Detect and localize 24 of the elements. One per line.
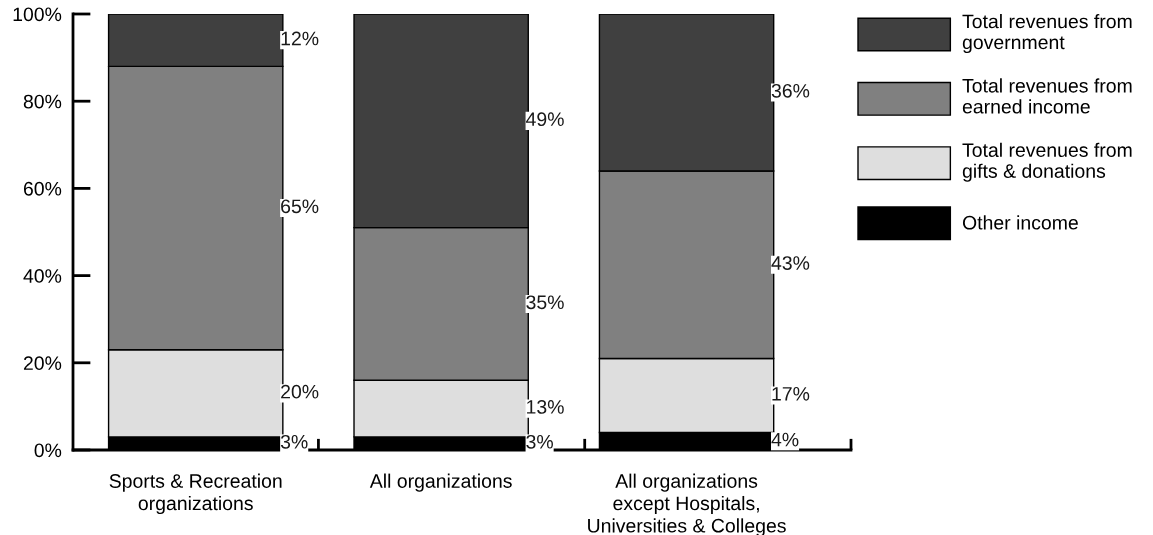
- data-label: 43%: [771, 256, 810, 270]
- y-tick-label: 100%: [13, 7, 62, 22]
- y-tick-label: 80%: [23, 94, 62, 109]
- legend-label: Total revenues from earned income: [962, 78, 1132, 114]
- y-tick-label: 40%: [23, 269, 62, 283]
- y-tick-label: 0%: [34, 443, 62, 458]
- data-label: 35%: [526, 295, 564, 310]
- y-tick-label: 20%: [23, 356, 62, 371]
- data-label: 3%: [280, 434, 308, 449]
- legend-label: Other income: [962, 215, 1078, 230]
- y-tick-label: 60%: [23, 181, 62, 196]
- data-label: 36%: [771, 83, 810, 98]
- data-label: 3%: [526, 434, 553, 449]
- legend-label: Total revenues from gifts & donations: [962, 142, 1132, 182]
- data-label: 17%: [772, 387, 810, 401]
- legend-label: Total revenues from government: [962, 14, 1132, 54]
- x-tick-label: Sports & Recreation organizations: [109, 473, 282, 515]
- data-label: 12%: [281, 31, 319, 46]
- data-label: 49%: [526, 112, 564, 127]
- data-label: 20%: [281, 384, 319, 399]
- data-label: 13%: [527, 400, 564, 414]
- data-label: 4%: [771, 432, 799, 447]
- x-tick-label: All organizations: [369, 473, 512, 492]
- data-label: 65%: [281, 199, 319, 214]
